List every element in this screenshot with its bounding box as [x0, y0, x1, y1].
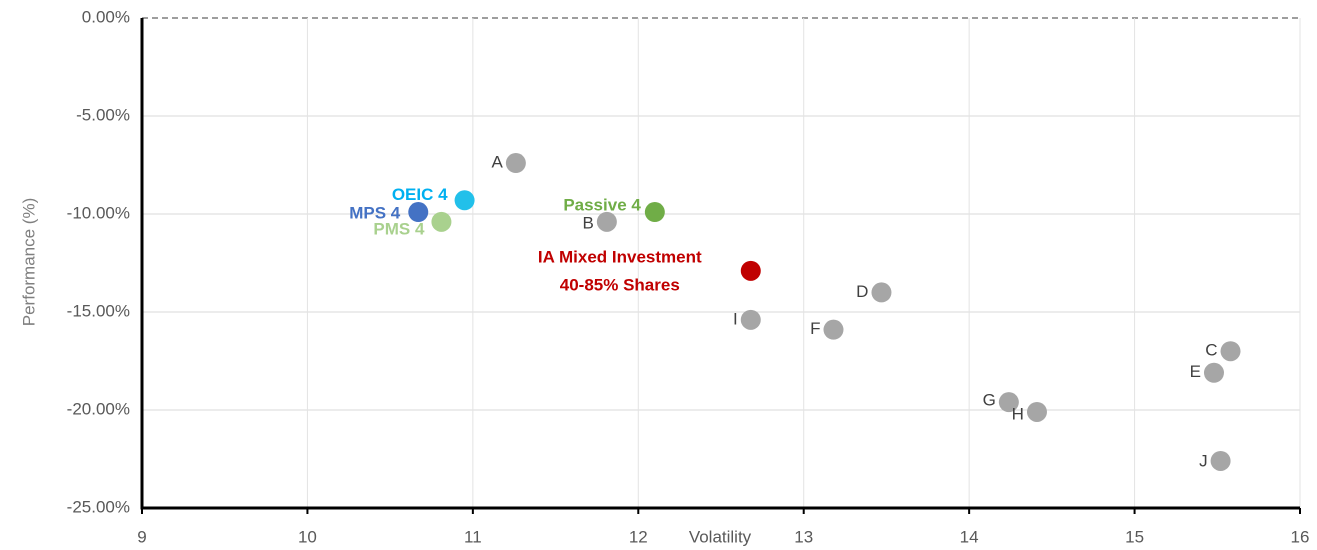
x-tick-label: 9	[137, 527, 146, 546]
y-tick-label: -20.00%	[67, 399, 130, 418]
data-point	[1203, 362, 1224, 383]
point-label: MPS 4	[349, 204, 401, 223]
x-axis-title: Volatility	[689, 527, 752, 546]
x-tick-label: 13	[794, 527, 813, 546]
point-label: F	[810, 319, 820, 338]
point-label: OEIC 4	[392, 185, 448, 204]
point-label: PMS 4	[373, 219, 425, 238]
data-point	[505, 153, 526, 174]
data-point	[740, 260, 761, 281]
data-point	[998, 392, 1019, 413]
y-tick-label: -5.00%	[76, 105, 130, 124]
y-tick-label: -25.00%	[67, 497, 130, 516]
point-label: J	[1199, 451, 1208, 470]
point-label: C	[1205, 341, 1217, 360]
x-tick-label: 12	[629, 527, 648, 546]
point-label: E	[1190, 362, 1201, 381]
point-label: G	[983, 391, 996, 410]
point-label: B	[583, 213, 594, 232]
data-point	[1026, 401, 1047, 422]
y-tick-label: 0.00%	[82, 7, 130, 26]
point-label: A	[492, 153, 504, 172]
point-label: D	[856, 282, 868, 301]
point-label: IA Mixed Investment	[538, 247, 702, 266]
x-tick-label: 16	[1291, 527, 1310, 546]
x-tick-label: 15	[1125, 527, 1144, 546]
x-tick-label: 10	[298, 527, 317, 546]
y-tick-label: -15.00%	[67, 301, 130, 320]
data-point	[644, 202, 665, 223]
data-point	[1220, 341, 1241, 362]
data-point	[1210, 450, 1231, 471]
y-tick-label: -10.00%	[67, 203, 130, 222]
data-point	[454, 190, 475, 211]
point-label: 40-85% Shares	[560, 275, 680, 294]
data-point	[823, 319, 844, 340]
data-point	[596, 211, 617, 232]
x-tick-label: 11	[464, 527, 482, 546]
data-point	[740, 309, 761, 330]
point-label: I	[733, 309, 738, 328]
x-tick-label: 14	[960, 527, 979, 546]
point-label: H	[1012, 404, 1024, 423]
y-axis-title: Performance (%)	[19, 198, 38, 326]
data-point	[871, 282, 892, 303]
point-label: Passive 4	[563, 196, 641, 215]
data-point	[431, 211, 452, 232]
data-point	[408, 202, 429, 223]
